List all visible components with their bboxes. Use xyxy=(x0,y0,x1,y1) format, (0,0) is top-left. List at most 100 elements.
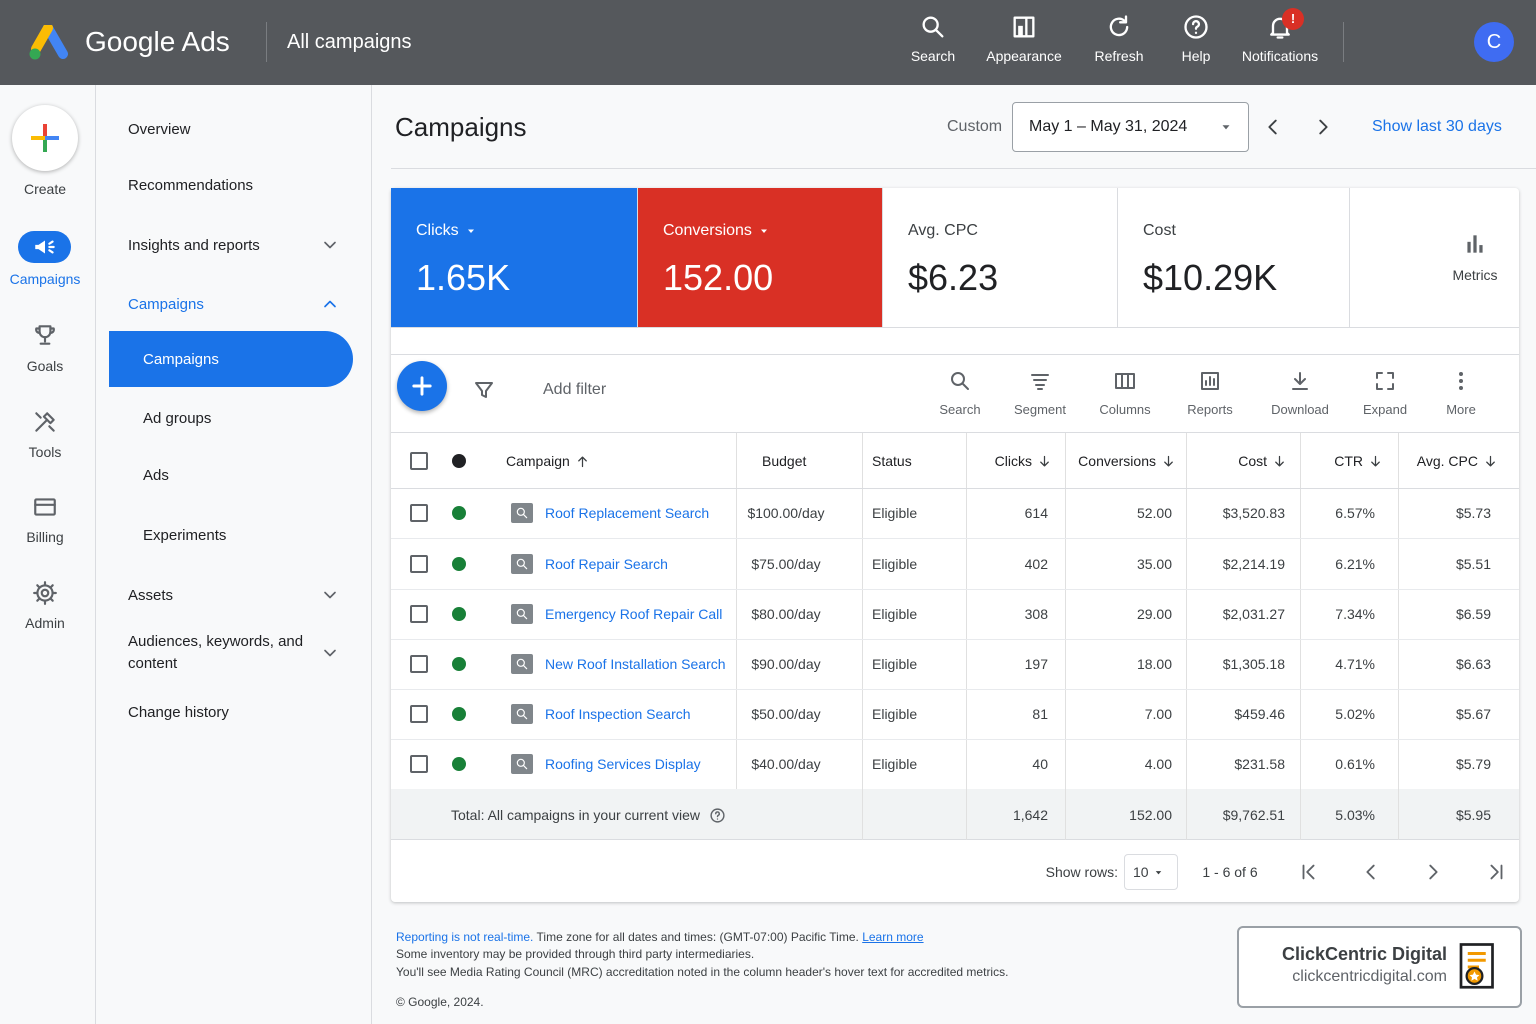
date-picker[interactable] xyxy=(1012,102,1249,152)
nav-item[interactable]: Overview xyxy=(128,120,191,138)
page-range: 1 - 6 of 6 xyxy=(1202,863,1258,880)
page-nav-icon xyxy=(1366,864,1375,880)
nav-item[interactable]: Ads xyxy=(143,466,169,484)
column-header[interactable]: CTR xyxy=(1334,452,1363,469)
column-header[interactable]: Campaign xyxy=(506,452,570,469)
column-header[interactable]: Cost xyxy=(1238,452,1267,469)
footer-line: Some inventory may be provided through t… xyxy=(396,947,755,961)
nav-item[interactable]: Change history xyxy=(128,703,229,721)
column-header[interactable]: Budget xyxy=(762,452,807,469)
avatar[interactable] xyxy=(1474,22,1514,62)
status-dot xyxy=(452,607,466,621)
rows-select[interactable] xyxy=(1124,854,1178,890)
campaign-name-link[interactable]: Roofing Services Display xyxy=(545,755,701,772)
row-checkbox[interactable] xyxy=(410,705,428,723)
search-badge-icon xyxy=(516,608,528,620)
column-header[interactable]: Conversions xyxy=(1078,452,1156,469)
scorecard-label: Avg. CPC xyxy=(908,222,978,239)
column-divider xyxy=(1300,789,1301,840)
tool-icon xyxy=(1376,372,1394,390)
row-checkbox[interactable] xyxy=(410,755,428,773)
metric-cell: $5.73 xyxy=(1455,504,1491,521)
metrics-button[interactable] xyxy=(1350,188,1519,328)
rail-icon xyxy=(35,240,55,254)
status-dot xyxy=(452,757,466,771)
row-checkbox[interactable] xyxy=(410,504,428,522)
row-checkbox[interactable] xyxy=(410,555,428,573)
learn-more-link[interactable]: Learn more xyxy=(862,930,924,944)
nav-item[interactable]: Recommendations xyxy=(128,176,254,194)
search-badge-icon xyxy=(516,758,528,770)
scorecard-label: Cost xyxy=(1143,222,1176,239)
nav-item[interactable]: Assets xyxy=(128,586,174,604)
campaign-name-link[interactable]: Roof Replacement Search xyxy=(545,504,710,521)
rail-icon xyxy=(33,581,57,605)
metric-cell: $231.58 xyxy=(1234,755,1285,772)
sort-arrow xyxy=(1163,455,1173,466)
search-badge-icon xyxy=(516,658,528,670)
tool-icon xyxy=(1031,374,1049,390)
rail-icon xyxy=(35,325,55,345)
copyright: © Google, 2024. xyxy=(396,995,484,1009)
campaign-name-link[interactable]: New Roof Installation Search xyxy=(545,655,726,672)
header-action-icon xyxy=(922,16,944,38)
tool-icon xyxy=(1459,372,1463,390)
scorecard[interactable] xyxy=(391,188,638,328)
nav-chevron xyxy=(324,241,336,249)
next-icon xyxy=(1319,119,1328,135)
reporting-link[interactable]: Reporting is not real-time. xyxy=(396,930,534,944)
header-border xyxy=(391,488,1519,489)
rail-label: Billing xyxy=(26,528,64,545)
top-bar xyxy=(0,0,1536,85)
row-border xyxy=(391,589,1519,590)
nav-item[interactable]: Insights and reports xyxy=(128,236,260,254)
scorecard[interactable] xyxy=(638,188,883,328)
sort-arrow xyxy=(1039,455,1049,466)
row-checkbox[interactable] xyxy=(410,655,428,673)
page-nav-icon xyxy=(1302,864,1315,880)
nav-item[interactable]: Ad groups xyxy=(143,409,212,427)
add-filter[interactable]: Add filter xyxy=(543,381,607,398)
show-last-link[interactable]: Show last 30 days xyxy=(1372,118,1502,135)
budget: $75.00/day xyxy=(751,555,821,572)
metric-cell: 18.00 xyxy=(1136,655,1172,672)
campaign-name-link[interactable]: Roof Repair Search xyxy=(545,555,668,572)
total-help-icon xyxy=(709,807,725,823)
nav-item[interactable]: Experiments xyxy=(143,526,227,544)
metric-cell: 7.00 xyxy=(1144,705,1172,722)
metric-cell: $6.59 xyxy=(1455,605,1491,622)
row-border xyxy=(391,639,1519,640)
sort-arrow xyxy=(1274,455,1284,466)
create-label: Create xyxy=(23,180,67,197)
tool-label: More xyxy=(1446,402,1476,417)
row-checkbox[interactable] xyxy=(410,605,428,623)
total-cell: $5.95 xyxy=(1455,806,1491,823)
rail-label: Campaigns xyxy=(9,270,81,287)
column-header[interactable]: Status xyxy=(872,452,912,469)
status-dot xyxy=(452,657,466,671)
search-campaign-badge xyxy=(511,604,533,624)
row-checkbox[interactable] xyxy=(410,452,428,470)
metric-cell: 5.02% xyxy=(1335,705,1375,722)
campaign-name-link[interactable]: Roof Inspection Search xyxy=(545,705,691,722)
campaign-name-link[interactable]: Emergency Roof Repair Call xyxy=(545,605,723,622)
rail-icon xyxy=(35,412,55,432)
notification-badge-text: ! xyxy=(1290,11,1296,26)
nav-item[interactable]: Campaigns xyxy=(128,295,204,313)
header-action-icon xyxy=(1184,15,1208,39)
nav-item[interactable]: Audiences, keywords, and content xyxy=(128,633,304,672)
scorecard[interactable] xyxy=(883,188,1118,328)
metric-cell: $5.79 xyxy=(1455,755,1491,772)
column-divider xyxy=(1065,789,1066,840)
status-dot-header xyxy=(452,454,466,468)
column-header[interactable]: Clicks xyxy=(994,452,1032,469)
tool-label: Segment xyxy=(1013,402,1067,417)
column-header[interactable]: Avg. CPC xyxy=(1416,452,1478,469)
search-campaign-badge xyxy=(511,554,533,574)
status: Eligible xyxy=(872,655,918,672)
tool-icon xyxy=(1115,373,1135,389)
column-divider xyxy=(966,433,967,840)
scorecard[interactable] xyxy=(1118,188,1350,328)
nav-item[interactable]: Campaigns xyxy=(143,350,219,368)
sort-arrow xyxy=(577,456,587,467)
